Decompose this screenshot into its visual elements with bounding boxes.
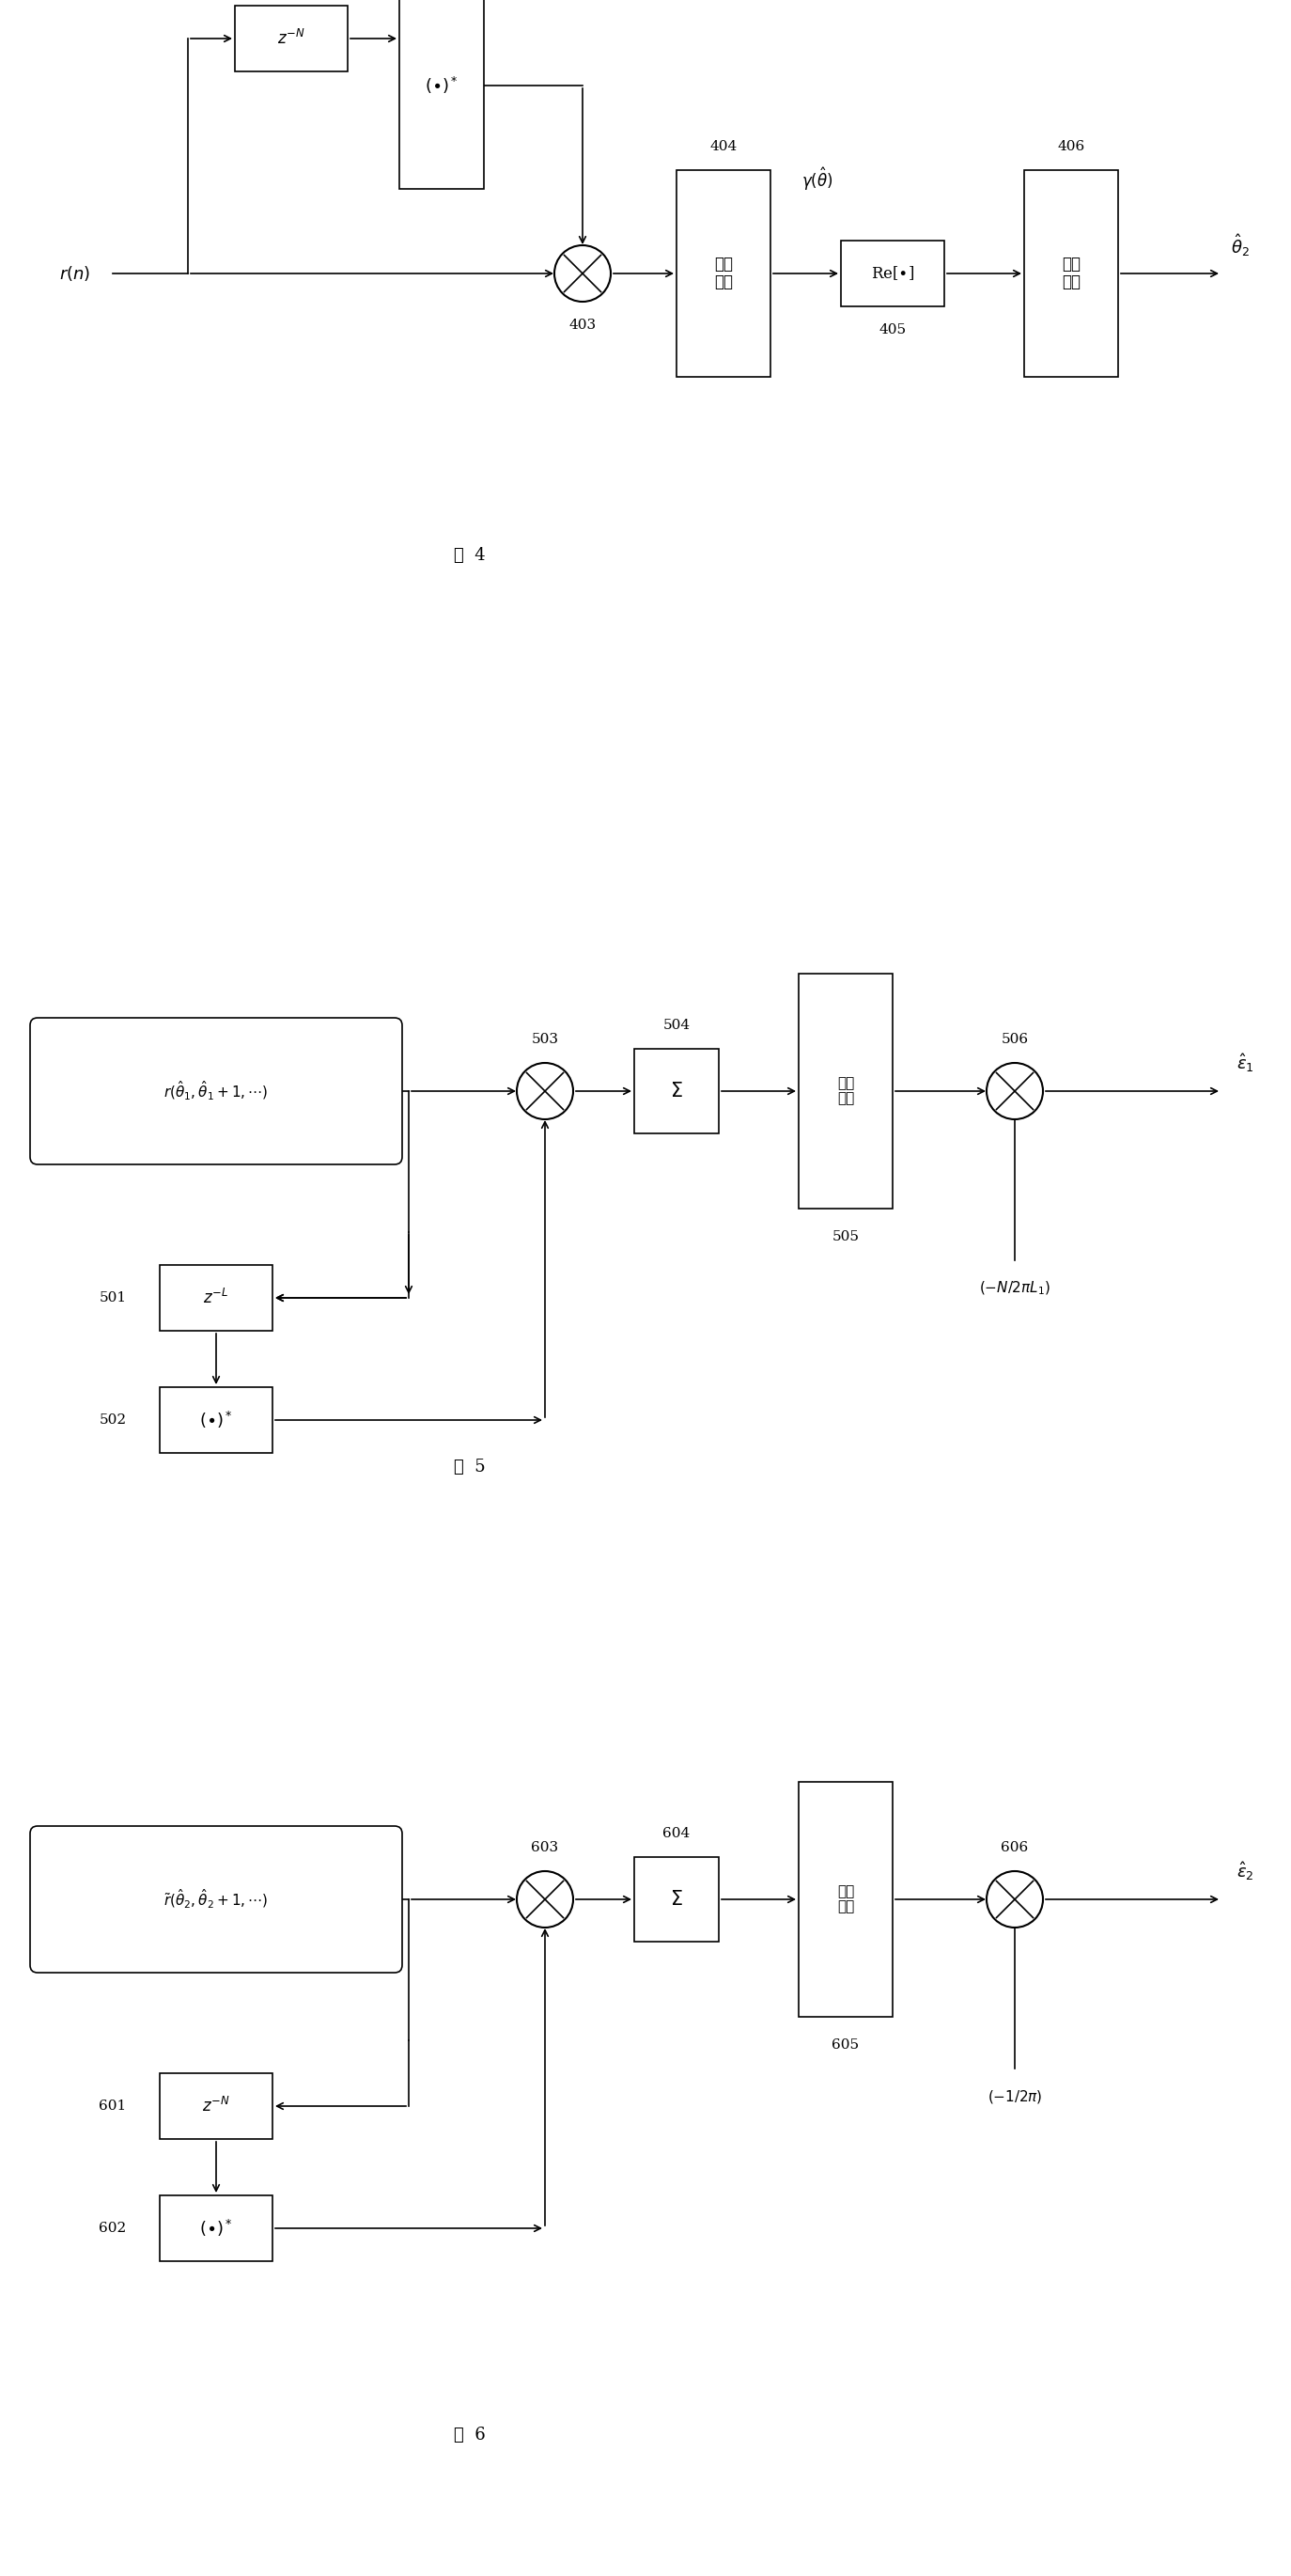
Text: $\Sigma$: $\Sigma$ (670, 1082, 683, 1100)
Bar (1024, 170, 1118, 376)
Bar (840, 240, 944, 307)
Bar (634, 1857, 719, 1942)
Text: 图  4: 图 4 (454, 546, 485, 564)
Text: 峰值
检测: 峰值 检测 (1061, 255, 1081, 291)
Bar (235, 5, 347, 72)
Bar (160, 1386, 272, 1453)
Bar (634, 1048, 719, 1133)
Text: 502: 502 (99, 1414, 127, 1427)
Text: 605: 605 (831, 2038, 860, 2050)
Bar (676, 170, 771, 376)
Text: 404: 404 (710, 139, 737, 152)
Text: 406: 406 (1057, 139, 1084, 152)
Text: $\gamma(\hat{\theta})$: $\gamma(\hat{\theta})$ (802, 165, 833, 193)
Text: 图  5: 图 5 (454, 1458, 485, 1476)
Text: 506: 506 (1001, 1033, 1029, 1046)
Text: $\tilde{r}(\hat{\theta}_2,\hat{\theta}_2+1,\cdots)$: $\tilde{r}(\hat{\theta}_2,\hat{\theta}_2… (164, 1888, 269, 1911)
Bar (799, 1783, 892, 2017)
Text: 501: 501 (99, 1291, 127, 1303)
Text: $\hat{\theta}_2$: $\hat{\theta}_2$ (1230, 232, 1250, 258)
Bar (160, 2195, 272, 2262)
Bar (799, 974, 892, 1208)
Text: 602: 602 (99, 2221, 127, 2236)
Text: $(\bullet)^*$: $(\bullet)^*$ (199, 1409, 232, 1430)
Text: 606: 606 (1001, 1842, 1029, 1855)
FancyBboxPatch shape (30, 1018, 402, 1164)
Text: $z^{-L}$: $z^{-L}$ (204, 1288, 229, 1306)
Text: $r(n)$: $r(n)$ (59, 265, 90, 283)
Text: $\Sigma$: $\Sigma$ (670, 1891, 683, 1909)
Text: 滑动
求和: 滑动 求和 (714, 255, 733, 291)
Text: 图  6: 图 6 (454, 2427, 485, 2445)
Text: 604: 604 (662, 1826, 691, 1839)
FancyBboxPatch shape (30, 1826, 402, 1973)
Text: 503: 503 (532, 1033, 559, 1046)
Text: $(\bullet)^*$: $(\bullet)^*$ (199, 2218, 232, 2239)
Text: 504: 504 (662, 1018, 691, 1033)
Text: 601: 601 (99, 2099, 127, 2112)
Text: $z^{-N}$: $z^{-N}$ (203, 2097, 230, 2115)
Text: Re[$\bullet$]: Re[$\bullet$] (871, 265, 914, 283)
Text: 滑动
滤器: 滑动 滤器 (837, 1077, 855, 1105)
Text: $(-1/2\pi)$: $(-1/2\pi)$ (988, 2089, 1042, 2105)
Text: 603: 603 (532, 1842, 559, 1855)
Text: $z^{-N}$: $z^{-N}$ (278, 28, 305, 49)
Text: 505: 505 (831, 1231, 860, 1244)
Text: $r(\hat{\theta}_1,\hat{\theta}_1+1,\cdots)$: $r(\hat{\theta}_1,\hat{\theta}_1+1,\cdot… (164, 1079, 269, 1103)
Text: $\hat{\varepsilon}_2$: $\hat{\varepsilon}_2$ (1237, 1860, 1254, 1883)
Bar (160, 1265, 272, 1332)
Text: 相位
检测: 相位 检测 (837, 1886, 855, 1914)
Text: 403: 403 (569, 319, 596, 332)
Text: $\hat{\varepsilon}_1$: $\hat{\varepsilon}_1$ (1237, 1051, 1254, 1074)
Text: $(\bullet)^*$: $(\bullet)^*$ (425, 75, 458, 95)
Text: $(-N/2\pi L_1)$: $(-N/2\pi L_1)$ (979, 1280, 1051, 1298)
Bar (160, 2074, 272, 2138)
Bar (399, 0, 484, 188)
Text: 405: 405 (879, 325, 906, 337)
